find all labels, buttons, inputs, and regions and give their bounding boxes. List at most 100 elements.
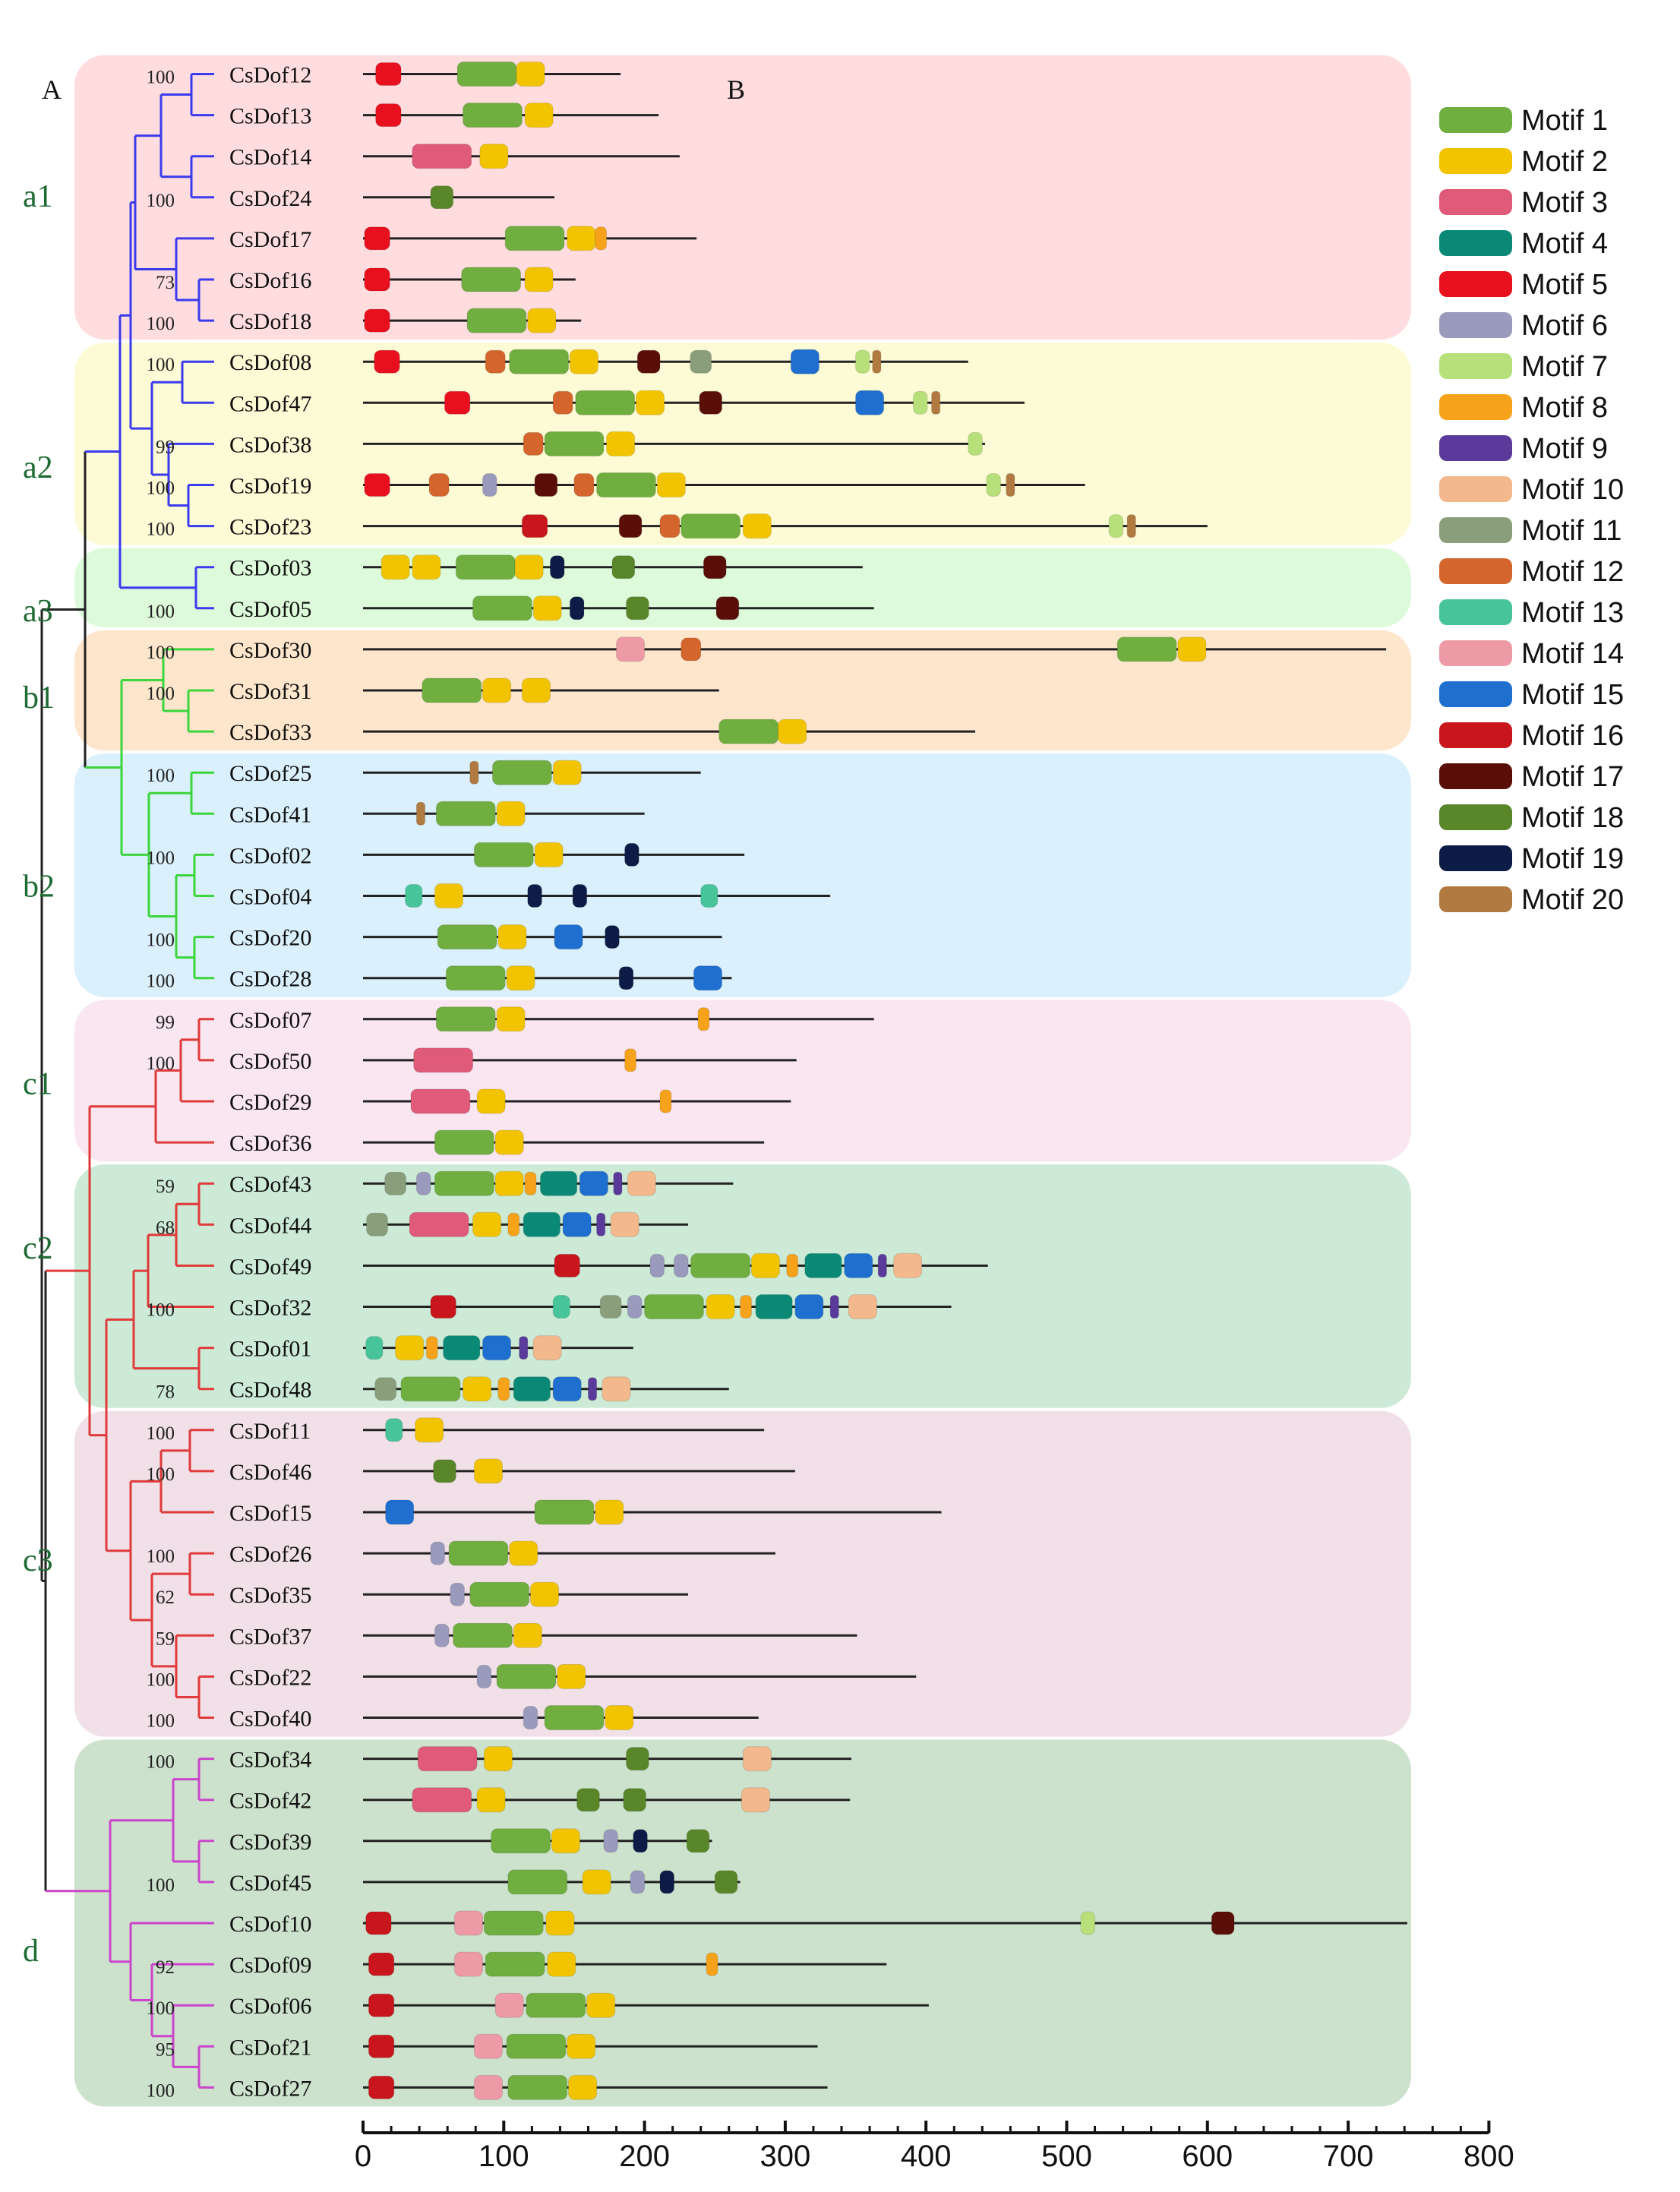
motif-18-CsDof24-0 bbox=[430, 185, 454, 210]
motif-1-CsDof03-2 bbox=[455, 554, 516, 580]
protein-name-CsDof41: CsDof41 bbox=[229, 802, 311, 827]
motif-4-CsDof43-5 bbox=[539, 1170, 578, 1196]
track-CsDof11 bbox=[363, 1417, 765, 1443]
motif-1-CsDof31-0 bbox=[422, 677, 482, 703]
motif-8-CsDof17-3 bbox=[595, 226, 608, 251]
legend-label-motif-12: Motif 12 bbox=[1521, 556, 1624, 588]
track-CsDof08 bbox=[363, 349, 968, 374]
protein-name-CsDof43: CsDof43 bbox=[229, 1172, 311, 1197]
motif-3-CsDof42-0 bbox=[412, 1787, 472, 1813]
motif-12-CsDof19-4 bbox=[573, 473, 595, 497]
motif-10-CsDof44-7 bbox=[610, 1211, 639, 1237]
motif-14-CsDof09-1 bbox=[453, 1951, 484, 1977]
motif-17-CsDof05-4 bbox=[715, 596, 740, 621]
motif-2-CsDof08-3 bbox=[569, 349, 598, 374]
motif-legend: Motif 1 Motif 2 Motif 3 Motif 4 Motif 5 Motif… bbox=[1439, 105, 1624, 916]
panel-label-a: A bbox=[42, 74, 62, 105]
legend-swatch-motif-16 bbox=[1439, 722, 1512, 748]
track-CsDof17 bbox=[363, 226, 697, 251]
motif-14-CsDof27-1 bbox=[473, 2074, 503, 2100]
track-CsDof22 bbox=[363, 1663, 917, 1689]
clade-band-b2 bbox=[74, 753, 1411, 997]
clade-label-a3: a3 bbox=[23, 594, 53, 629]
legend-swatch-motif-7 bbox=[1439, 353, 1512, 379]
bootstrap-CsDof06: 100 bbox=[147, 1998, 175, 2019]
bootstrap-CsDof16: 73 bbox=[156, 273, 175, 293]
legend-label-motif-8: Motif 8 bbox=[1521, 392, 1608, 424]
track-CsDof31 bbox=[363, 677, 719, 703]
motif-2-CsDof37-2 bbox=[513, 1622, 542, 1648]
motif-9-CsDof01-5 bbox=[519, 1336, 529, 1360]
protein-name-CsDof30: CsDof30 bbox=[229, 638, 311, 663]
bootstrap-CsDof40: 100 bbox=[147, 1711, 175, 1732]
motif-1-CsDof47-2 bbox=[575, 390, 636, 415]
track-CsDof33 bbox=[363, 719, 976, 744]
protein-name-CsDof14: CsDof14 bbox=[229, 145, 311, 170]
motif-1-CsDof12-1 bbox=[456, 62, 517, 87]
track-CsDof28 bbox=[363, 965, 732, 991]
motif-1-CsDof06-2 bbox=[526, 1992, 586, 2018]
motif-7-CsDof10-4 bbox=[1080, 1911, 1096, 1935]
legend-label-motif-1: Motif 1 bbox=[1521, 105, 1608, 137]
track-CsDof26 bbox=[363, 1540, 775, 1566]
motif-2-CsDof07-1 bbox=[496, 1006, 526, 1032]
bootstrap-CsDof24: 100 bbox=[147, 191, 175, 211]
protein-name-CsDof15: CsDof15 bbox=[229, 1501, 311, 1526]
motif-1-CsDof20-0 bbox=[437, 924, 497, 950]
motif-16-CsDof23-0 bbox=[521, 514, 548, 539]
bootstrap-CsDof50: 100 bbox=[147, 1053, 175, 1074]
legend-label-motif-7: Motif 7 bbox=[1521, 351, 1608, 383]
protein-name-CsDof20: CsDof20 bbox=[229, 926, 311, 951]
motif-1-CsDof09-2 bbox=[485, 1951, 545, 1977]
motif-1-CsDof16-1 bbox=[461, 267, 522, 292]
bootstrap-CsDof48: 78 bbox=[156, 1382, 175, 1403]
clade-band-c2 bbox=[74, 1164, 1411, 1408]
motif-6-CsDof49-1 bbox=[649, 1253, 665, 1278]
bootstrap-CsDof38: 99 bbox=[156, 437, 175, 457]
motif-1-CsDof17-1 bbox=[504, 226, 565, 251]
track-CsDof18 bbox=[363, 308, 582, 333]
motif-10-CsDof43-8 bbox=[627, 1170, 656, 1196]
motif-4-CsDof32-7 bbox=[755, 1294, 793, 1319]
track-CsDof32 bbox=[363, 1294, 952, 1319]
motif-1-CsDof43-2 bbox=[434, 1170, 494, 1196]
motif-10-CsDof01-6 bbox=[532, 1335, 562, 1361]
motif-12-CsDof19-1 bbox=[428, 473, 450, 497]
protein-name-CsDof37: CsDof37 bbox=[229, 1624, 311, 1649]
motif-2-CsDof16-2 bbox=[524, 267, 554, 292]
motif-9-CsDof32-9 bbox=[829, 1295, 839, 1319]
clade-label-c2: c2 bbox=[23, 1231, 53, 1266]
legend-swatch-motif-10 bbox=[1439, 476, 1512, 502]
motif-20-CsDof25-0 bbox=[469, 760, 479, 785]
motif-2-CsDof03-0 bbox=[381, 554, 410, 580]
track-CsDof47 bbox=[363, 390, 1025, 415]
motif-2-CsDof29-1 bbox=[476, 1088, 506, 1114]
protein-name-CsDof03: CsDof03 bbox=[229, 556, 311, 581]
legend-label-motif-11: Motif 11 bbox=[1521, 515, 1622, 547]
bootstrap-CsDof09: 92 bbox=[156, 1957, 175, 1978]
bootstrap-CsDof28: 100 bbox=[147, 971, 175, 992]
legend-swatch-motif-11 bbox=[1439, 517, 1512, 543]
bootstrap-CsDof22: 100 bbox=[147, 1669, 175, 1690]
motif-2-CsDof44-2 bbox=[472, 1211, 502, 1237]
motif-8-CsDof43-4 bbox=[524, 1171, 537, 1195]
bootstrap-CsDof31: 100 bbox=[147, 684, 175, 704]
motif-15-CsDof20-2 bbox=[554, 924, 583, 950]
motif-6-CsDof32-3 bbox=[627, 1295, 643, 1319]
motif-14-CsDof10-1 bbox=[453, 1910, 484, 1936]
track-CsDof14 bbox=[363, 144, 680, 169]
motif-15-CsDof01-4 bbox=[482, 1335, 512, 1361]
protein-name-CsDof31: CsDof31 bbox=[229, 679, 311, 704]
protein-name-CsDof22: CsDof22 bbox=[229, 1665, 311, 1690]
bootstrap-values: 100 100 73 100 100 99 100 100 100 100 100 100 100 100… bbox=[147, 68, 175, 2102]
clade-label-a1: a1 bbox=[23, 179, 53, 214]
protein-name-CsDof01: CsDof01 bbox=[229, 1337, 311, 1362]
motif-19-CsDof39-3 bbox=[633, 1829, 648, 1853]
protein-name-CsDof39: CsDof39 bbox=[229, 1830, 311, 1855]
motif-1-CsDof13-1 bbox=[463, 103, 523, 128]
motif-5-CsDof19-0 bbox=[364, 473, 390, 497]
legend-label-motif-9: Motif 9 bbox=[1521, 433, 1608, 465]
clade-label-c1: c1 bbox=[23, 1066, 53, 1101]
bootstrap-CsDof19: 100 bbox=[147, 479, 175, 499]
legend-label-motif-20: Motif 20 bbox=[1521, 884, 1624, 916]
